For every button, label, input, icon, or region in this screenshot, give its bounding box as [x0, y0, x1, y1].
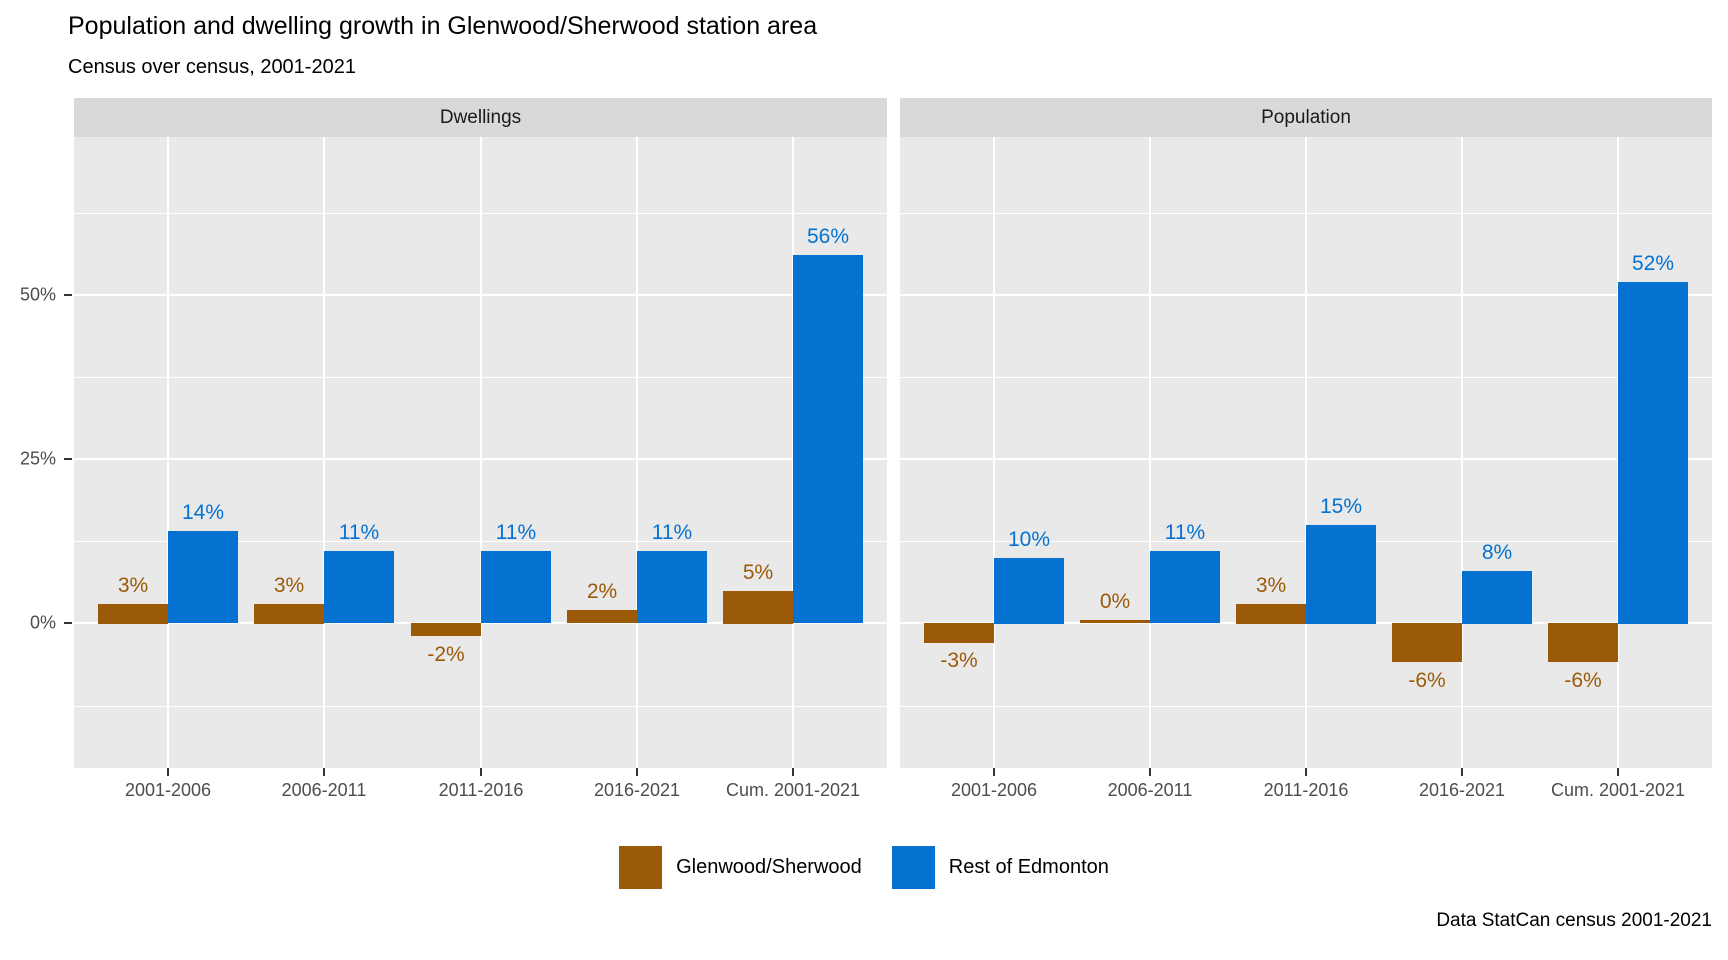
y-axis-tick-mark — [64, 293, 72, 296]
bar-dwellings-2011-2016-Rest of Edmonton — [481, 551, 551, 623]
vertical-gridline — [1461, 137, 1463, 768]
x-axis-tick-mark — [1461, 768, 1463, 776]
bar-dwellings-2006-2011-Glenwood/Sherwood — [254, 604, 324, 624]
facet-strip-dwellings: Dwellings — [74, 98, 887, 137]
x-axis-tick-mark — [792, 768, 794, 776]
legend-item-rest-of-edmonton: Rest of Edmonton — [891, 846, 1109, 889]
bar-value-label: 11% — [338, 521, 380, 544]
x-axis-tick-label: 2001-2006 — [124, 780, 212, 800]
bar-value-label: 15% — [1319, 495, 1363, 518]
bar-value-label: 10% — [1007, 528, 1051, 551]
bar-population-2011-2016-Rest of Edmonton — [1306, 525, 1376, 624]
rest-of-edmonton-swatch — [891, 846, 935, 889]
y-axis-tick-label: 25% — [19, 448, 56, 469]
bar-value-label: 11% — [1164, 521, 1206, 544]
legend-label-glenwood-sherwood: Glenwood/Sherwood — [676, 856, 862, 878]
bar-population-2016-2021-Rest of Edmonton — [1462, 571, 1532, 624]
chart-subtitle: Census over census, 2001-2021 — [68, 56, 356, 78]
bar-dwellings-2016-2021-Glenwood/Sherwood — [567, 610, 637, 623]
bar-population-Cum. 2001-2021-Rest of Edmonton — [1618, 282, 1688, 624]
legend-label-rest-of-edmonton: Rest of Edmonton — [948, 856, 1109, 878]
x-axis-tick-label: Cum. 2001-2021 — [725, 780, 861, 800]
bar-value-label: -6% — [1564, 669, 1602, 692]
bar-dwellings-2016-2021-Rest of Edmonton — [637, 551, 707, 623]
vertical-gridline — [1149, 137, 1151, 768]
x-axis-tick-label: Cum. 2001-2021 — [1550, 780, 1686, 800]
chart-caption: Data StatCan census 2001-2021 — [1436, 910, 1712, 931]
bar-population-2016-2021-Glenwood/Sherwood — [1392, 623, 1462, 662]
bar-dwellings-2001-2006-Rest of Edmonton — [168, 531, 238, 623]
bar-dwellings-2011-2016-Glenwood/Sherwood — [411, 623, 481, 636]
bar-value-label: 11% — [651, 521, 693, 544]
y-axis-tick-label: 0% — [29, 612, 56, 633]
x-axis-tick-label: 2016-2021 — [593, 780, 681, 800]
bar-value-label: 56% — [806, 225, 850, 248]
bar-dwellings-Cum. 2001-2021-Rest of Edmonton — [793, 255, 863, 623]
panel-population: -3% 0% 3% -6% -6% 10% 11% 15% 8% 52% — [900, 137, 1712, 768]
x-axis-tick-label: 2016-2021 — [1418, 780, 1506, 800]
bar-value-label: 0% — [1099, 590, 1131, 613]
vertical-gridline — [636, 137, 638, 768]
legend: Glenwood/Sherwood Rest of Edmonton — [0, 846, 1728, 889]
x-axis-tick-label: 2011-2016 — [438, 780, 524, 800]
bar-dwellings-Cum. 2001-2021-Glenwood/Sherwood — [723, 591, 793, 624]
x-axis-tick-mark — [993, 768, 995, 776]
bar-value-label: 3% — [117, 574, 149, 597]
x-axis-tick-label: 2011-2016 — [1263, 780, 1349, 800]
bar-value-label: 3% — [1255, 574, 1287, 597]
bar-population-2001-2006-Glenwood/Sherwood — [924, 623, 994, 643]
bar-value-label: 11% — [495, 521, 537, 544]
x-axis-tick-label: 2006-2011 — [281, 780, 367, 800]
legend-item-glenwood-sherwood: Glenwood/Sherwood — [619, 846, 862, 889]
bar-population-2001-2006-Rest of Edmonton — [994, 558, 1064, 624]
bar-value-label: 2% — [586, 580, 618, 603]
x-axis-tick-mark — [1149, 768, 1151, 776]
bar-value-label: -2% — [427, 643, 465, 666]
vertical-gridline — [167, 137, 169, 768]
bar-population-Cum. 2001-2021-Glenwood/Sherwood — [1548, 623, 1618, 662]
x-axis-tick-label: 2006-2011 — [1107, 780, 1193, 800]
vertical-gridline — [480, 137, 482, 768]
vertical-gridline — [1305, 137, 1307, 768]
bar-dwellings-2001-2006-Glenwood/Sherwood — [98, 604, 168, 624]
y-axis-tick-mark — [64, 622, 72, 625]
y-axis-tick-label: 50% — [19, 284, 56, 305]
bar-population-2006-2011-Glenwood/Sherwood — [1080, 620, 1150, 623]
vertical-gridline — [323, 137, 325, 768]
bar-value-label: 14% — [181, 501, 225, 524]
bar-value-label: 5% — [742, 561, 774, 584]
y-axis-tick-mark — [64, 458, 72, 461]
facet-strip-label: Dwellings — [439, 106, 522, 128]
bar-value-label: 3% — [273, 574, 305, 597]
bar-population-2006-2011-Rest of Edmonton — [1150, 551, 1220, 623]
x-axis-tick-label: 2001-2006 — [950, 780, 1038, 800]
glenwood-sherwood-swatch — [619, 846, 663, 889]
x-axis-tick-mark — [1617, 768, 1619, 776]
bar-value-label: -3% — [940, 649, 978, 672]
x-axis-tick-mark — [323, 768, 325, 776]
x-axis-tick-mark — [167, 768, 169, 776]
vertical-gridline — [993, 137, 995, 768]
bar-value-label: 8% — [1481, 541, 1513, 564]
facet-strip-label: Population — [1261, 106, 1351, 128]
x-axis-tick-mark — [1305, 768, 1307, 776]
x-axis-tick-mark — [636, 768, 638, 776]
bar-population-2011-2016-Glenwood/Sherwood — [1236, 604, 1306, 624]
panel-dwellings: 3% 3% -2% 2% 5% 14% 11% 11% 11% 56% — [74, 137, 887, 768]
bar-dwellings-2006-2011-Rest of Edmonton — [324, 551, 394, 623]
x-axis-tick-mark — [480, 768, 482, 776]
facet-strip-population: Population — [900, 98, 1712, 137]
bar-value-label: 52% — [1631, 252, 1675, 275]
chart-title: Population and dwelling growth in Glenwo… — [68, 12, 818, 40]
bar-value-label: -6% — [1408, 669, 1446, 692]
